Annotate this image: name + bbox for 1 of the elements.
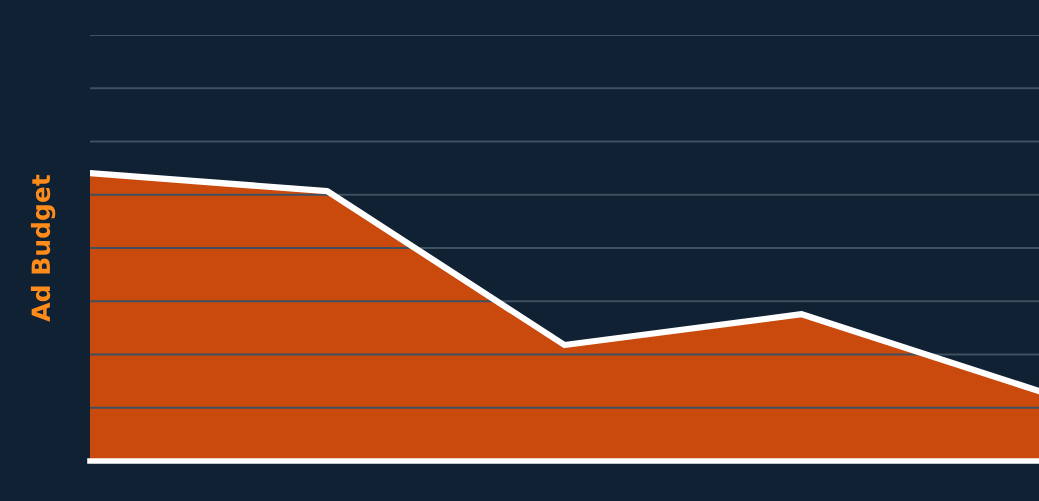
y-axis-title: Ad Budget xyxy=(30,174,56,322)
